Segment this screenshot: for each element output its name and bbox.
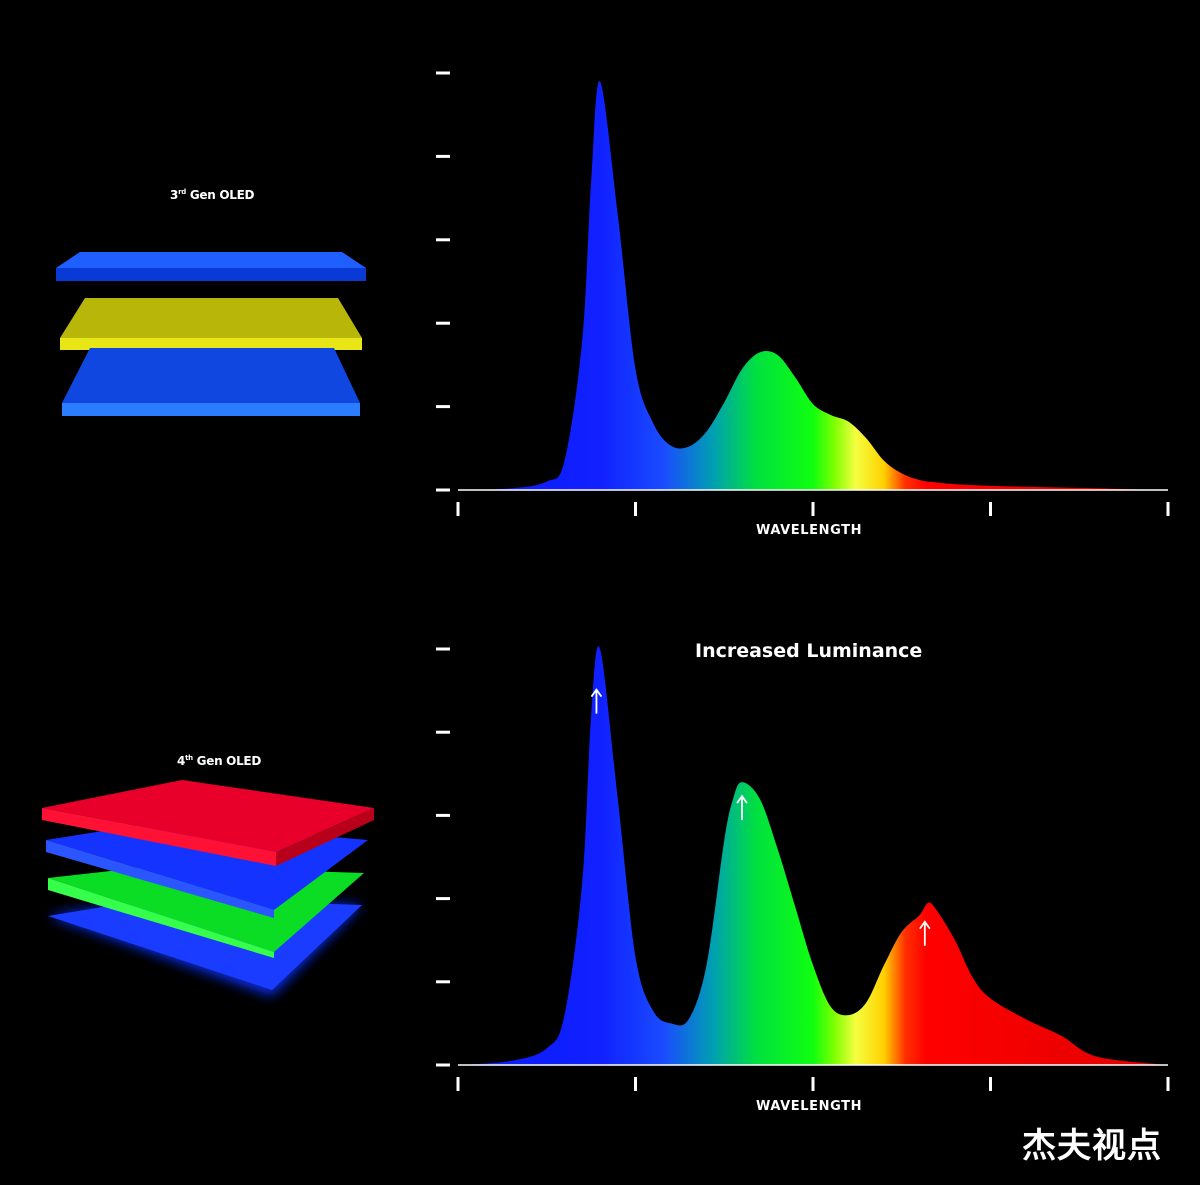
x-axis-title-bottom: WAVELENGTH (756, 1099, 863, 1114)
peak-arrow-0 (590, 688, 603, 714)
increased-luminance-annotation: Increased Luminance (695, 640, 923, 662)
layer-3rd-blue-top (56, 252, 366, 281)
x-axis-title-top: WAVELENGTH (756, 523, 863, 538)
spectrum-area-1 (458, 646, 1168, 1065)
layer-4th-red (42, 780, 374, 866)
stack-3rd-gen (56, 252, 366, 416)
layer-3rd-blue-bottom (62, 348, 360, 416)
spectrum-area-0 (458, 80, 1168, 490)
stack-3rd-gen-label: 3rd Gen OLED (170, 188, 255, 202)
stack-4th-gen (42, 780, 374, 996)
layer-3rd-yellow (60, 298, 362, 350)
peak-arrow-1 (736, 794, 748, 821)
peak-arrow-2 (919, 920, 931, 946)
watermark-text: 杰夫视点 (1022, 1126, 1162, 1166)
stack-4th-gen-label: 4th Gen OLED (177, 754, 261, 768)
